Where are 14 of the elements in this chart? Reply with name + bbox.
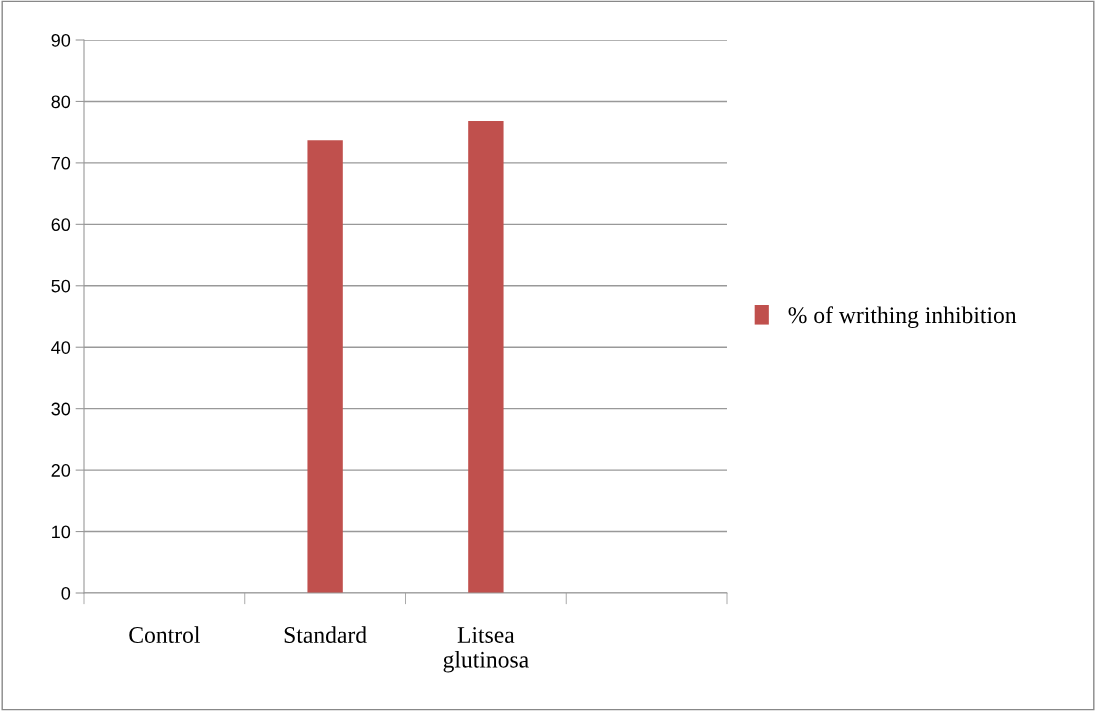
- y-tick-label: 40: [51, 341, 71, 354]
- y-tick-label: 90: [51, 33, 71, 47]
- x-tick-label: Litsea glutinosa: [443, 627, 529, 673]
- y-tick-label: 60: [51, 218, 71, 232]
- y-tick-label: 30: [51, 402, 71, 416]
- y-tick-label: 20: [51, 464, 71, 477]
- y-tick-label: 0: [61, 586, 71, 600]
- x-tick-label: Standard: [284, 626, 367, 643]
- x-tick-label: Control: [129, 626, 200, 643]
- y-tick-label: 70: [51, 156, 71, 170]
- y-tick-label: 80: [51, 95, 71, 109]
- y-tick-label: 10: [52, 525, 71, 539]
- y-tick-label: 50: [51, 279, 71, 293]
- legend-label: % of writhing inhibition: [788, 306, 1017, 329]
